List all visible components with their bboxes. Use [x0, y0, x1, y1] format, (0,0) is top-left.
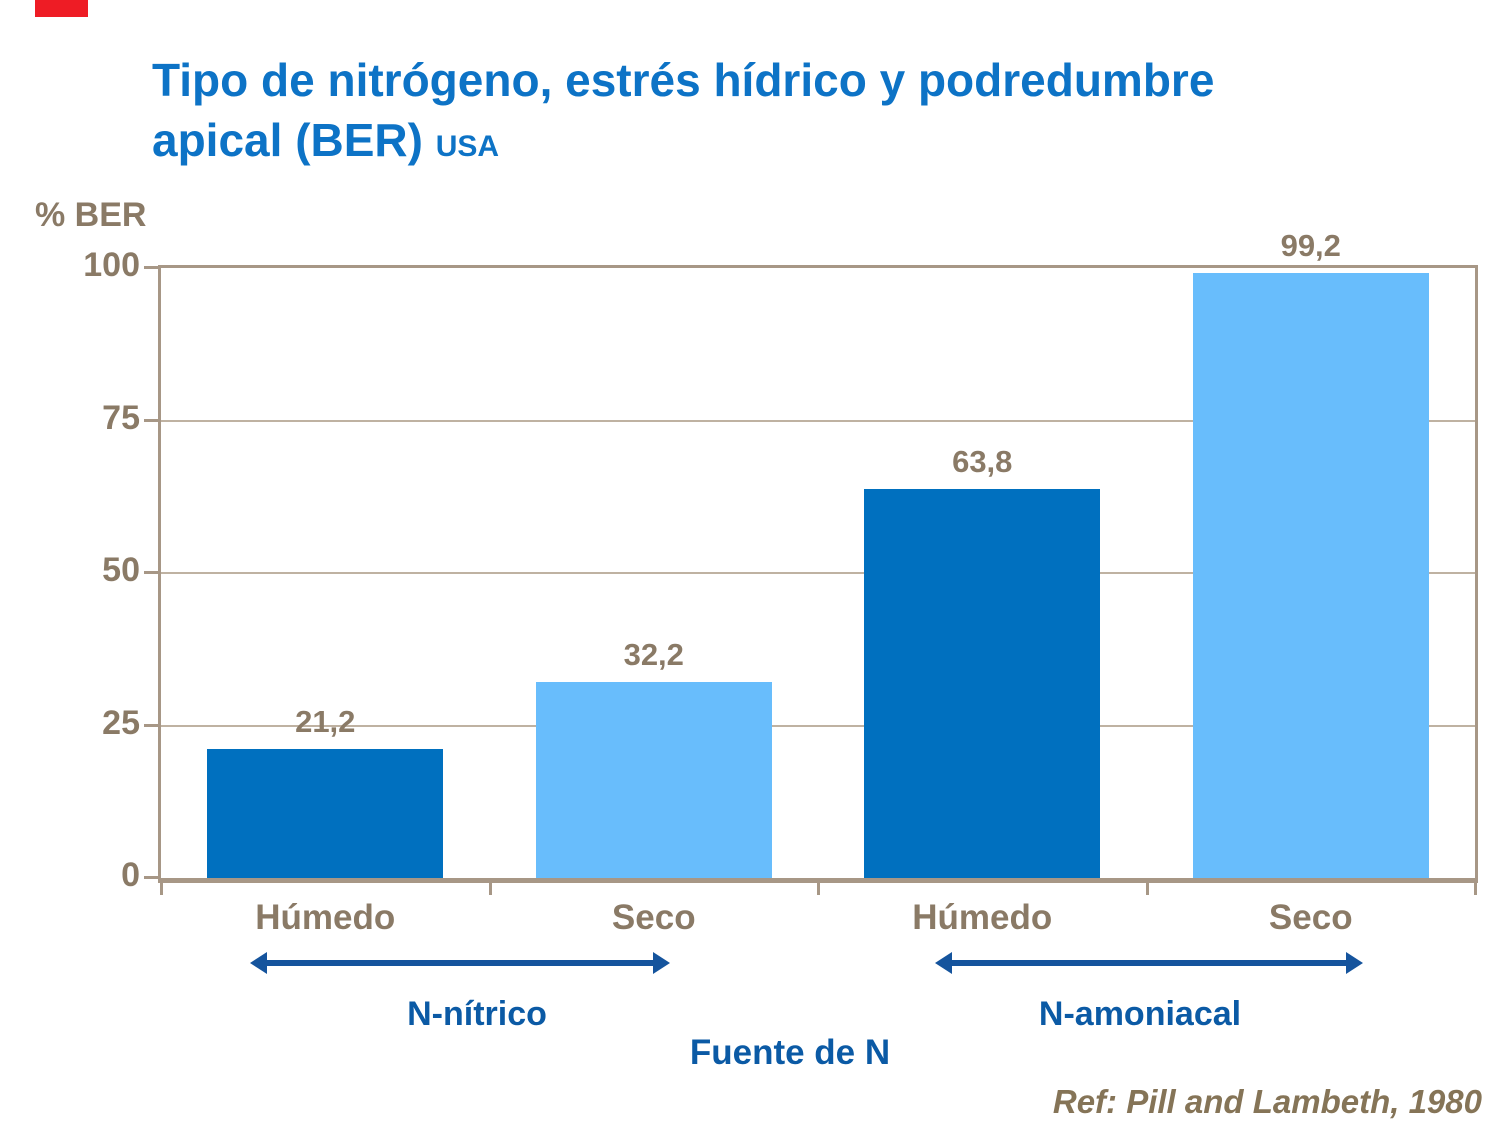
- x-axis-tick-2: [817, 883, 820, 895]
- bar-2: [535, 681, 772, 878]
- red-marker: [35, 0, 88, 17]
- x-axis-tick-1: [488, 883, 492, 895]
- reference-text: Ref: Pill and Lambeth, 1980: [1052, 1083, 1482, 1120]
- y-axis-tick-0: [144, 876, 161, 879]
- x-axis-title: Fuente de N: [689, 1033, 891, 1072]
- gridline-50: [161, 572, 1475, 574]
- category-label-1: Húmedo: [255, 898, 396, 937]
- title-line2: apical (BER): [152, 114, 423, 166]
- x-axis-tick-4: [1474, 883, 1477, 895]
- y-tick-label-75: 75: [102, 398, 140, 437]
- group-arrow-1: [250, 952, 670, 974]
- plot-area: [158, 265, 1478, 883]
- y-tick-label-25: 25: [102, 703, 140, 742]
- category-label-2: Seco: [611, 898, 696, 937]
- y-tick-label-100: 100: [83, 246, 140, 284]
- group-arrow-2: [935, 952, 1363, 974]
- y-axis-tick-75: [144, 418, 161, 422]
- y-axis-title: % BER: [35, 196, 147, 234]
- y-axis-tick-100: [144, 266, 161, 269]
- title-line1: Tipo de nitrógeno, estrés hídrico y podr…: [152, 54, 1215, 106]
- title-region: USA: [435, 130, 500, 163]
- bar-1: [207, 748, 444, 878]
- value-label-2: 32,2: [623, 636, 684, 672]
- bar-3: [864, 488, 1101, 878]
- group-label-1: N-nítrico: [407, 995, 547, 1033]
- category-label-3: Húmedo: [912, 898, 1053, 937]
- value-label-4: 99,2: [1280, 227, 1341, 263]
- slide-title: Tipo de nitrógeno, estrés hídrico y podr…: [152, 50, 1214, 177]
- y-axis-tick-25: [144, 723, 161, 727]
- x-axis-tick-0: [160, 883, 163, 895]
- group-label-2: N-amoniacal: [1038, 995, 1242, 1033]
- y-tick-label-50: 50: [102, 551, 140, 589]
- x-axis-tick-3: [1145, 883, 1149, 895]
- bar-4: [1192, 272, 1429, 878]
- value-label-1: 21,2: [295, 703, 356, 739]
- gridline-75: [161, 419, 1475, 422]
- value-label-3: 63,8: [952, 443, 1013, 479]
- y-tick-label-0: 0: [121, 856, 140, 894]
- y-axis-tick-50: [144, 571, 161, 574]
- gridline-25: [161, 724, 1475, 727]
- category-label-4: Seco: [1268, 898, 1353, 937]
